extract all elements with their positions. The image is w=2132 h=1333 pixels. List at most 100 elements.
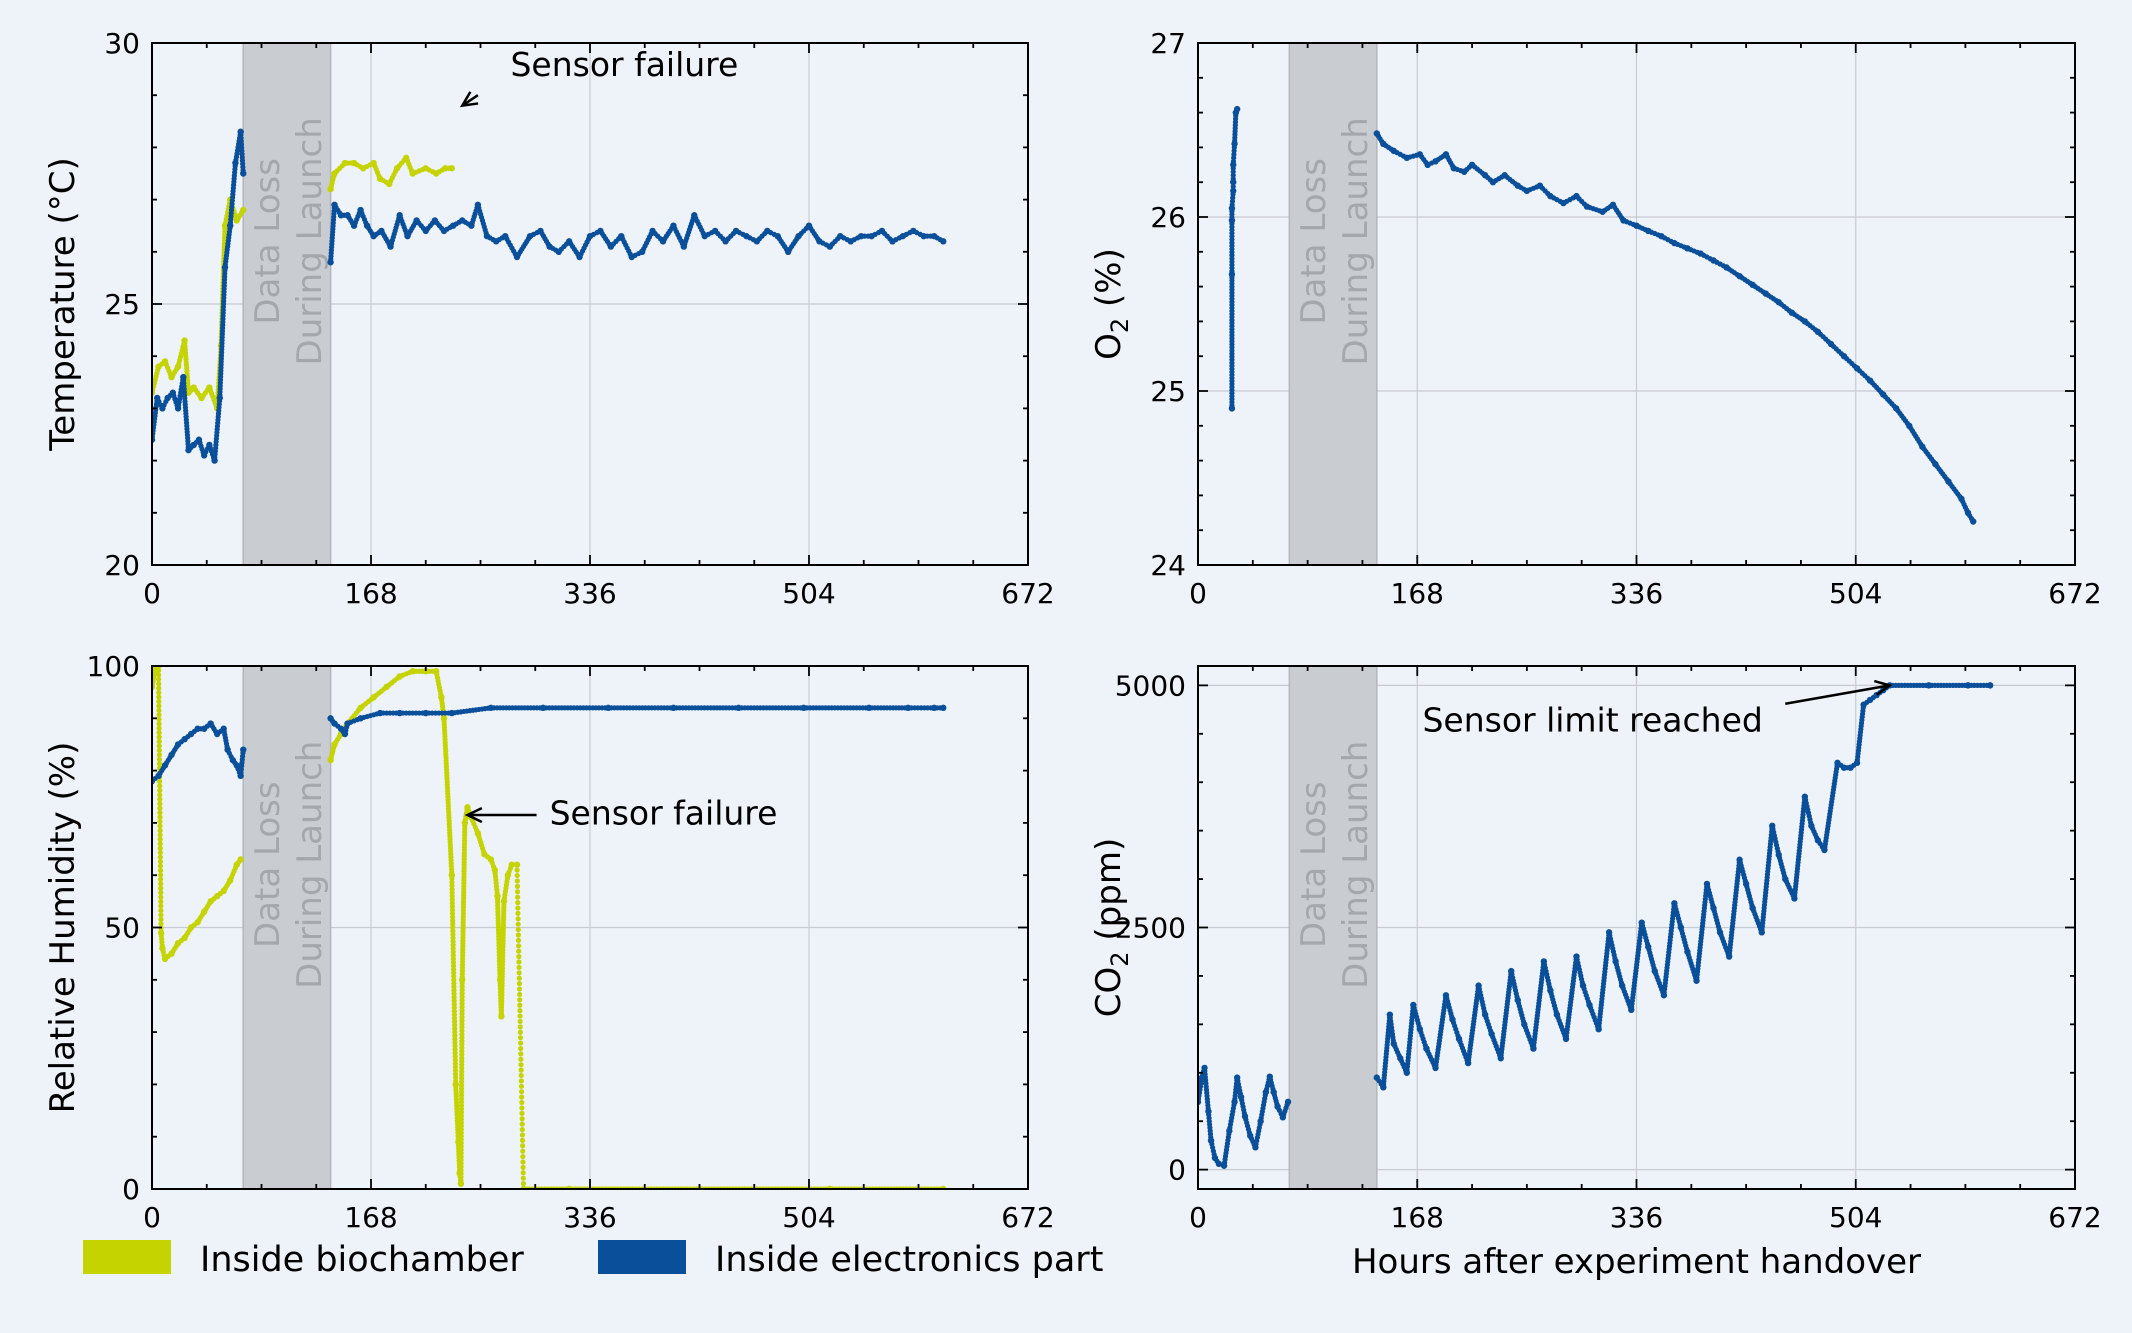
data-loss-label: Data Loss During Launch [248, 741, 330, 989]
data-point [240, 170, 247, 177]
annotation-text: Sensor failure [550, 793, 778, 832]
data-point [158, 903, 164, 909]
x-tick-label: 504 [1829, 577, 1882, 610]
data-point [517, 997, 523, 1003]
x-tick-label: 672 [1001, 1201, 1054, 1234]
annotation-arrowhead [1873, 679, 1893, 696]
x-tick-label: 336 [563, 1201, 616, 1234]
x-tick-label: 504 [1829, 1201, 1882, 1234]
data-loss-band [242, 665, 332, 1190]
data-point [519, 1137, 526, 1143]
data-point [508, 861, 515, 868]
x-tick-label: 168 [344, 1201, 397, 1234]
data-point [520, 1170, 526, 1176]
data-point [158, 876, 164, 882]
data-point [158, 881, 164, 887]
data-point [519, 1126, 525, 1133]
data-point [1970, 518, 1977, 525]
data-point [237, 856, 244, 863]
data-point [518, 1072, 524, 1079]
data-loss-band [242, 42, 332, 566]
x-tick-label: 672 [2048, 1201, 2101, 1234]
data-loss-label-line: Data Loss [1294, 781, 1334, 948]
y-axis-label-group: Relative Humidity (%) [43, 742, 83, 1114]
x-tick-label: 168 [344, 577, 397, 610]
data-loss-label: Data Loss During Launch [1294, 741, 1376, 989]
data-point [1284, 1098, 1292, 1106]
data-point [158, 899, 164, 905]
data-point [515, 932, 522, 938]
data-point [518, 1051, 524, 1057]
data-point [156, 730, 162, 736]
data-point [157, 850, 163, 856]
series-group [1228, 105, 1977, 525]
data-point [517, 1002, 523, 1008]
data-point [158, 916, 164, 922]
legend-swatch-electronics [598, 1240, 686, 1274]
annotation-text: Sensor failure [510, 45, 738, 84]
data-point [156, 752, 162, 758]
data-point [514, 889, 521, 895]
data-loss-label: Data Loss During Launch [248, 117, 330, 365]
x-tick-label: 0 [1189, 577, 1207, 610]
y-tick-label: 2500 [1115, 912, 1186, 945]
data-point [517, 1040, 524, 1046]
data-point [517, 1018, 523, 1025]
data-point [157, 787, 163, 794]
series-group [152, 666, 947, 1189]
data-point [156, 734, 162, 740]
data-point [516, 948, 522, 954]
data-point [516, 975, 522, 981]
data-point [157, 810, 163, 816]
data-point [157, 872, 164, 878]
x-tick-label: 336 [563, 577, 616, 610]
series-inside-electronics-part [1228, 105, 1977, 525]
data-loss-label: Data Loss During Launch [1294, 117, 1376, 365]
data-point [156, 716, 162, 722]
y-axis-label: CO2 (ppm) [1089, 838, 1134, 1017]
series-inside-electronics-part [1198, 682, 1994, 1169]
panel-co2: Data Loss During Launch Sensor limit reach… [1089, 665, 2102, 1282]
data-point [157, 832, 163, 838]
data-point [157, 836, 163, 842]
legend: Inside biochamber Inside electronics par… [83, 1240, 1103, 1280]
data-point [518, 1056, 524, 1062]
series-inside-electronics-part [152, 128, 947, 464]
data-loss-label-line: Data Loss [248, 158, 288, 325]
data-loss-label-line: During Launch [290, 117, 330, 365]
ticks [151, 665, 1029, 1190]
data-loss-label-line: During Launch [1336, 117, 1376, 365]
data-point [157, 796, 163, 802]
data-point [157, 778, 163, 785]
data-point [519, 1116, 525, 1122]
data-point [515, 926, 521, 933]
data-point [157, 823, 163, 829]
data-point [1986, 682, 1994, 689]
ticks [1197, 42, 2076, 566]
data-point [940, 704, 947, 712]
data-point [513, 861, 521, 868]
y-tick-label: 100 [87, 650, 140, 683]
data-point [514, 878, 520, 884]
ticks [151, 42, 1029, 566]
x-tick-label: 336 [1610, 577, 1663, 610]
data-point [157, 841, 163, 847]
annotation-sensor: Sensor failure [464, 793, 778, 832]
y-tick-label: 27 [1150, 27, 1186, 60]
x-tick-label: 168 [1391, 1201, 1444, 1234]
data-point [156, 672, 162, 678]
data-point [515, 910, 521, 916]
data-point [520, 1164, 526, 1170]
data-point [1215, 1160, 1223, 1168]
y-tick-label: 50 [104, 912, 140, 945]
data-point [157, 792, 163, 798]
data-point [519, 1110, 525, 1116]
legend-swatch-biochamber [83, 1240, 171, 1274]
y-tick-label: 26 [1150, 201, 1186, 234]
data-point [156, 694, 162, 700]
y-axis-label: Relative Humidity (%) [43, 742, 83, 1114]
data-point [516, 954, 522, 960]
data-point [515, 905, 521, 911]
panel-oxygen: Data Loss During Launch 0 168 336 504 672 24 25 2… [1089, 27, 2102, 610]
data-point [156, 725, 162, 731]
